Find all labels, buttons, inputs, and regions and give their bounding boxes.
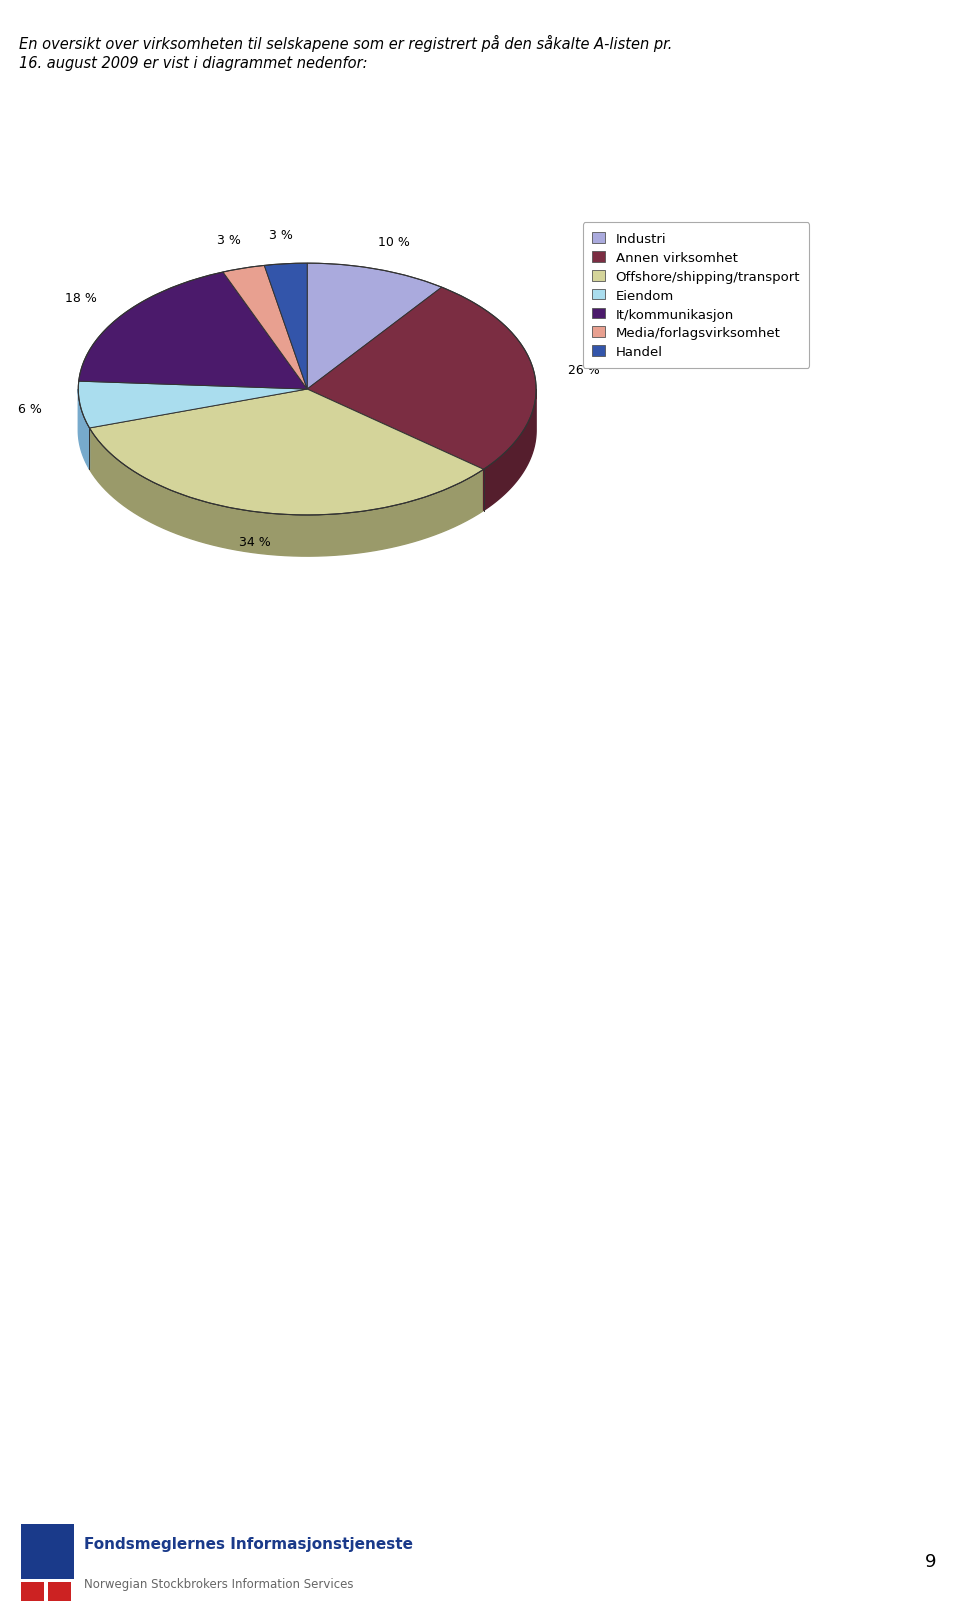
Bar bbox=[48, 1583, 71, 1602]
Text: 3 %: 3 % bbox=[269, 228, 293, 241]
Text: En oversikt over virksomheten til selskapene som er registrert på den såkalte A-: En oversikt over virksomheten til selska… bbox=[19, 35, 673, 53]
Text: 10 %: 10 % bbox=[377, 236, 410, 249]
Polygon shape bbox=[307, 263, 442, 390]
Polygon shape bbox=[223, 266, 307, 390]
Polygon shape bbox=[79, 390, 89, 470]
Polygon shape bbox=[79, 273, 307, 390]
Text: 9: 9 bbox=[924, 1552, 936, 1570]
Polygon shape bbox=[79, 382, 307, 429]
Text: 6 %: 6 % bbox=[18, 403, 42, 416]
Legend: Industri, Annen virksomhet, Offshore/shipping/transport, Eiendom, It/kommunikasj: Industri, Annen virksomhet, Offshore/shi… bbox=[583, 223, 809, 369]
Bar bbox=[21, 1523, 74, 1579]
Text: Fondsmeglernes Informasjonstjeneste: Fondsmeglernes Informasjonstjeneste bbox=[84, 1536, 414, 1550]
Bar bbox=[21, 1583, 44, 1602]
Text: 34 %: 34 % bbox=[239, 536, 271, 549]
Text: 3 %: 3 % bbox=[217, 234, 241, 247]
Text: 16. august 2009 er vist i diagrammet nedenfor:: 16. august 2009 er vist i diagrammet ned… bbox=[19, 56, 368, 71]
Polygon shape bbox=[484, 390, 536, 512]
Text: 26 %: 26 % bbox=[568, 364, 600, 377]
Text: Norwegian Stockbrokers Information Services: Norwegian Stockbrokers Information Servi… bbox=[84, 1576, 354, 1589]
Text: 18 %: 18 % bbox=[65, 292, 97, 305]
Polygon shape bbox=[89, 429, 484, 557]
Polygon shape bbox=[89, 390, 484, 515]
Polygon shape bbox=[264, 263, 307, 390]
Polygon shape bbox=[307, 287, 536, 470]
